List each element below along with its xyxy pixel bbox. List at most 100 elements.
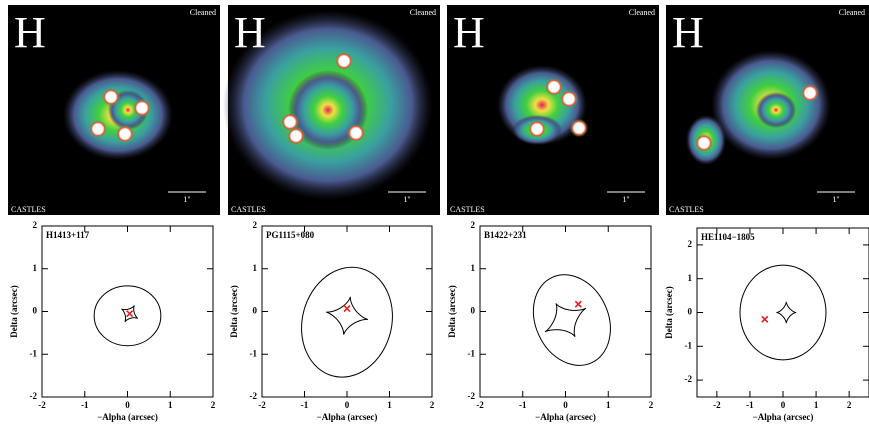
band-label: H — [234, 8, 266, 57]
y-tick-label: 2 — [33, 220, 38, 230]
y-tick-label: 1 — [33, 263, 38, 273]
quasar-image — [287, 127, 305, 145]
x-axis-label: −Alpha (arcsec) — [535, 412, 596, 422]
y-tick-label: 1 — [471, 263, 476, 273]
critical-curve — [532, 274, 611, 366]
y-tick-label: -2 — [30, 391, 38, 401]
quasar-image — [281, 113, 299, 131]
quasar-image — [801, 84, 819, 102]
x-tick-label: 0 — [563, 400, 568, 410]
x-tick-label: 1 — [168, 400, 173, 410]
marker-stroke — [343, 304, 351, 313]
tag-label: Cleaned — [410, 8, 436, 17]
y-tick-label: 2 — [688, 239, 693, 249]
quasar-image — [116, 125, 134, 143]
caustic — [121, 305, 139, 323]
x-tick-label: 0 — [345, 400, 350, 410]
y-tick-label: -2 — [250, 391, 258, 401]
source-position — [126, 310, 134, 318]
x-tick-label: 1 — [814, 400, 819, 410]
x-tick-label: 1 — [606, 400, 611, 410]
quasar-image — [335, 52, 353, 70]
sky-image: H Cleaned CASTLES 1'' — [666, 5, 869, 215]
tag-label: Cleaned — [629, 8, 655, 17]
x-tick-label: -2 — [38, 400, 46, 410]
tag-label: Cleaned — [190, 8, 216, 17]
y-tick-label: 0 — [471, 306, 476, 316]
y-tick-label: 0 — [688, 307, 693, 317]
quasar-image — [560, 90, 578, 108]
x-axis-label: −Alpha (arcsec) — [317, 412, 378, 422]
credit-label: CASTLES — [450, 205, 485, 214]
marker-stroke — [574, 300, 582, 308]
x-tick-label: -2 — [258, 400, 266, 410]
credit-label: CASTLES — [231, 205, 266, 214]
plot-frame — [261, 225, 433, 398]
x-tick-label: -1 — [301, 400, 309, 410]
scale-label: 1'' — [404, 195, 411, 204]
source-position — [761, 315, 769, 323]
band-label: H — [453, 8, 485, 57]
x-tick-label: -1 — [81, 400, 89, 410]
x-tick-label: -2 — [713, 400, 721, 410]
x-tick-label: 1 — [387, 400, 392, 410]
plot-title: PG1115+080 — [266, 230, 315, 240]
quasar-image — [347, 124, 365, 142]
x-tick-label: -2 — [476, 400, 484, 410]
quasar-image — [528, 120, 546, 138]
x-tick-label: 2 — [847, 400, 852, 410]
band-label: H — [14, 8, 46, 57]
y-axis-label: Delta (arcsec) — [664, 286, 674, 339]
quasar-image — [89, 120, 107, 138]
critical-curve — [739, 264, 827, 361]
y-tick-label: -1 — [30, 348, 38, 358]
x-tick-label: 2 — [430, 400, 435, 410]
y-tick-label: 1 — [688, 273, 693, 283]
caustic — [544, 303, 587, 337]
source-position — [343, 304, 351, 313]
sky-image: H Cleaned CASTLES 1'' — [8, 5, 220, 215]
tag-label: Cleaned — [839, 8, 865, 17]
y-tick-label: 2 — [471, 220, 476, 230]
x-tick-label: -1 — [519, 400, 527, 410]
y-tick-label: 0 — [253, 306, 258, 316]
plot-frame — [696, 227, 869, 398]
y-tick-label: 2 — [253, 220, 258, 230]
y-tick-label: -1 — [685, 340, 693, 350]
x-tick-label: -1 — [746, 400, 754, 410]
y-tick-label: 0 — [33, 306, 38, 316]
y-axis-label: Delta (arcsec) — [447, 285, 457, 338]
marker-stroke — [126, 310, 134, 318]
plot-title: HE1104−1805 — [701, 232, 755, 242]
band-label: H — [672, 8, 704, 57]
source-position — [574, 300, 582, 308]
sky-image: H Cleaned CASTLES 1'' — [447, 5, 659, 215]
quasar-image — [102, 88, 120, 106]
credit-label: CASTLES — [11, 205, 46, 214]
quasar-image — [570, 119, 588, 137]
quasar-image — [695, 134, 713, 152]
scale-label: 1'' — [833, 195, 840, 204]
plot-title: H1413+117 — [46, 230, 90, 240]
scale-label: 1'' — [623, 195, 630, 204]
x-tick-label: 0 — [125, 400, 130, 410]
y-tick-label: -1 — [468, 348, 476, 358]
y-axis-label: Delta (arcsec) — [229, 285, 239, 338]
credit-label: CASTLES — [669, 205, 704, 214]
x-tick-label: 2 — [211, 400, 216, 410]
plot-title: B1422+231 — [484, 230, 527, 240]
y-axis-label: Delta (arcsec) — [9, 285, 19, 338]
y-tick-label: -1 — [250, 348, 258, 358]
critical-curve — [301, 266, 393, 378]
quasar-image — [133, 99, 151, 117]
galaxy-emission — [756, 92, 796, 128]
marker-stroke — [761, 315, 769, 323]
caustic — [326, 296, 369, 335]
y-tick-label: 1 — [253, 263, 258, 273]
x-axis-label: −Alpha (arcsec) — [97, 412, 158, 422]
caustic — [776, 301, 797, 324]
x-tick-label: 2 — [649, 400, 654, 410]
y-tick-label: -2 — [685, 374, 693, 384]
quasar-image — [545, 78, 563, 96]
